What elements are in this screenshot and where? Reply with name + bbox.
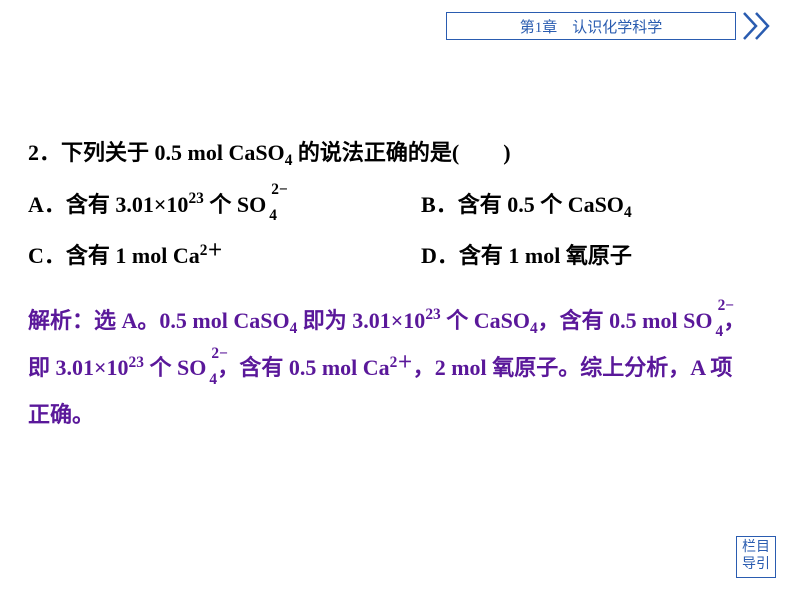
chapter-title: 第1章 认识化学科学 bbox=[520, 16, 663, 37]
nav-button-line2: 导引 bbox=[742, 557, 770, 574]
options-row-1: A．含有 3.01×1023 个 SO42− B．含有 0.5 个 CaSO4 bbox=[28, 182, 754, 230]
chevron-right-icon bbox=[742, 11, 776, 41]
option-a: A．含有 3.01×1023 个 SO42− bbox=[28, 182, 361, 230]
sulfate-ion: SO42− bbox=[683, 298, 712, 344]
question-number: 2 bbox=[28, 140, 39, 165]
option-b: B．含有 0.5 个 CaSO4 bbox=[421, 182, 754, 230]
sulfate-ion: SO42− bbox=[237, 182, 266, 228]
explanation: 解析：选 A。0.5 mol CaSO4 即为 3.01×1023 个 CaSO… bbox=[28, 298, 754, 438]
nav-button-line1: 栏目 bbox=[742, 540, 770, 557]
chapter-header: 第1章 认识化学科学 bbox=[446, 12, 736, 40]
question-stem: 2．下列关于 0.5 mol CaSO4 的说法正确的是( ) bbox=[28, 130, 754, 178]
option-c: C．含有 1 mol Ca2＋ bbox=[28, 233, 361, 279]
nav-button[interactable]: 栏目 导引 bbox=[736, 536, 776, 578]
sulfate-ion: SO42− bbox=[177, 345, 206, 391]
content-area: 2．下列关于 0.5 mol CaSO4 的说法正确的是( ) A．含有 3.0… bbox=[28, 130, 754, 438]
options-row-2: C．含有 1 mol Ca2＋ D．含有 1 mol 氧原子 bbox=[28, 233, 754, 279]
option-d: D．含有 1 mol 氧原子 bbox=[421, 233, 754, 279]
